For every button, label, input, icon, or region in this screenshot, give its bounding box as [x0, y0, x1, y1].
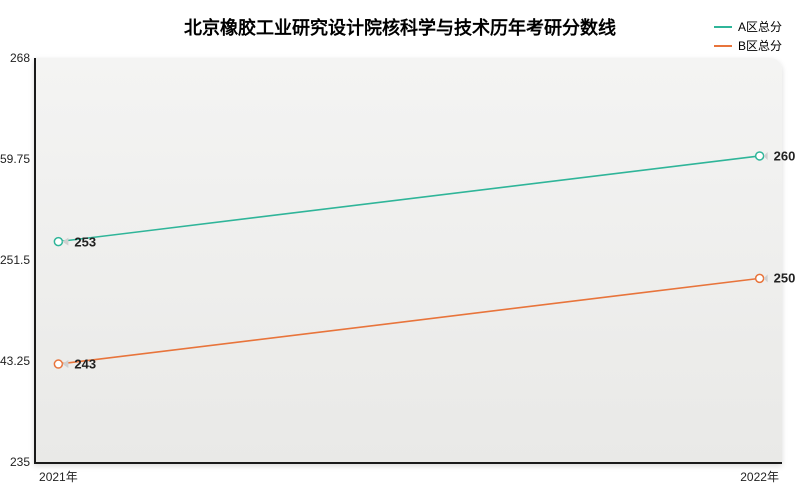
legend-item-a: A区总分: [714, 18, 782, 35]
legend-label-a: A区总分: [738, 18, 782, 35]
y-tick-label: 259.75: [0, 152, 30, 166]
y-tick-label: 235: [10, 455, 30, 469]
legend-label-b: B区总分: [738, 37, 782, 54]
value-label: 250: [768, 270, 800, 287]
chart-title: 北京橡胶工业研究设计院核科学与技术历年考研分数线: [0, 14, 800, 40]
legend: A区总分 B区总分: [714, 18, 782, 56]
legend-item-b: B区总分: [714, 37, 782, 54]
x-tick-label: 2022年: [740, 468, 779, 485]
value-label: 243: [68, 356, 102, 373]
y-tick-label: 251.5: [0, 253, 30, 267]
value-label: 253: [68, 233, 102, 250]
legend-swatch-b: [714, 45, 732, 47]
legend-swatch-a: [714, 26, 732, 28]
x-tick-label: 2021年: [39, 468, 78, 485]
y-tick-label: 268: [10, 51, 30, 65]
plot-area: 235243.25251.5259.752682021年2022年2532602…: [34, 58, 782, 464]
chart-lines: [36, 58, 782, 462]
y-tick-label: 243.25: [0, 354, 30, 368]
value-label: 260: [768, 147, 800, 164]
